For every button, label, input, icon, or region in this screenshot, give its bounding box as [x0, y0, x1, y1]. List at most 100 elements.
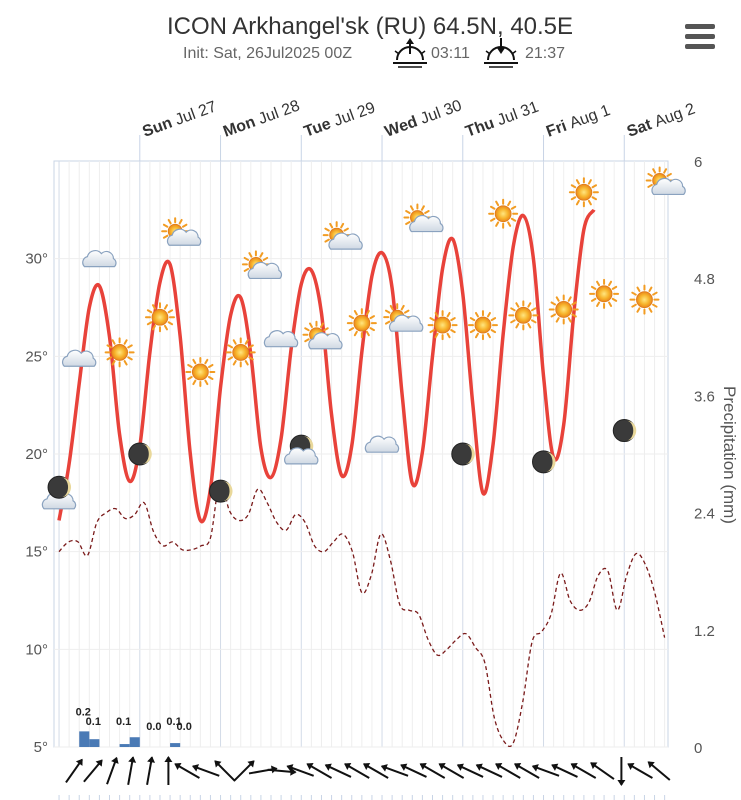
wind-arrow-icon: [475, 763, 503, 778]
day-labels: Sun Jul 27 Mon Jul 28 Tue Jul 29 Wed Jul 30…: [140, 97, 697, 141]
wind-arrow-icon: [65, 758, 83, 784]
sun-cloud-icon: [383, 303, 424, 332]
sun-icon: [589, 278, 620, 309]
sun-cloud-icon: [322, 221, 363, 250]
sun-icon: [568, 177, 599, 208]
dewpoint-line: [58, 480, 666, 747]
precipitation-axis-title: Precipitation (mm): [720, 386, 739, 524]
wind-arrow-icon: [647, 761, 671, 781]
temperature-tick-label: 5°: [34, 739, 48, 756]
moon-icon: [47, 475, 72, 499]
day-name: Mon: [221, 112, 262, 141]
moon-icon: [451, 442, 475, 466]
sun-icon: [488, 198, 519, 229]
day-label: Fri Aug 1: [544, 102, 613, 141]
precipitation-value-label: 0.0: [146, 721, 161, 733]
day-date: Jul 27: [173, 98, 219, 129]
day-label: Wed Jul 30: [383, 97, 465, 141]
wind-arrow-icon: [214, 760, 236, 782]
temperature-tick-label: 15°: [25, 544, 48, 561]
wind-row: [58, 756, 671, 800]
sun-cloud-icon: [241, 250, 283, 280]
wind-arrow-icon: [127, 756, 137, 785]
wind-arrow-icon: [146, 756, 156, 785]
precipitation-labels: 0.20.1 0.1 0.0 0.10.0: [76, 706, 192, 733]
sunset-icon: [484, 38, 518, 68]
sun-icon: [629, 284, 660, 315]
precipitation-value-label: 0.1: [166, 716, 181, 728]
wind-arrow-icon: [570, 763, 597, 779]
moon-icon: [532, 450, 556, 474]
temperature-axis: 5° 10° 15° 20° 25° 30°: [25, 251, 48, 756]
moon-icon: [612, 419, 637, 443]
day-label: Thu Jul 31: [463, 99, 541, 141]
sun-icon: [185, 356, 216, 387]
sun-icon: [508, 300, 539, 331]
wind-arrow-icon: [400, 763, 427, 778]
day-date: Jul 28: [256, 97, 302, 128]
precipitation-bar: [89, 739, 100, 747]
precipitation-tick-label: 4.8: [694, 271, 715, 288]
temperature-line: [57, 208, 596, 524]
weather-icons: [41, 166, 686, 510]
sun-icon: [427, 310, 458, 341]
day-name: Wed: [383, 112, 424, 141]
wind-arrow-icon: [419, 763, 446, 779]
moon-icon: [209, 479, 233, 503]
sun-icon: [467, 310, 498, 341]
wind-arrow-icon: [531, 764, 560, 777]
precipitation-bar: [119, 744, 130, 747]
precipitation-value-label: 0.1: [86, 716, 101, 728]
sun-cloud-icon: [403, 203, 444, 233]
cloud-icon: [82, 250, 117, 268]
day-label: Tue Jul 29: [302, 99, 378, 140]
day-date: Jul 31: [495, 99, 541, 130]
temperature-tick-label: 20°: [25, 446, 48, 463]
wind-arrow-icon: [590, 762, 615, 780]
wind-arrow-icon: [627, 763, 653, 779]
wind-arrow-icon: [164, 756, 173, 785]
wind-arrow-icon: [617, 757, 626, 786]
wind-arrow-icon: [438, 763, 465, 779]
wind-arrow-icon: [495, 763, 521, 779]
day-date: Jul 29: [332, 99, 378, 130]
day-name: Sun: [140, 113, 178, 141]
precipitation-value-label: 0.2: [76, 706, 91, 718]
day-label: Mon Jul 28: [221, 97, 302, 140]
wind-arrow-icon: [286, 764, 314, 777]
precipitation-tick-label: 6: [694, 154, 702, 171]
hamburger-menu-icon[interactable]: [683, 24, 717, 50]
precipitation-tick-label: 2.4: [694, 506, 715, 523]
sun-cloud-icon: [302, 320, 343, 350]
temperature-tick-label: 30°: [25, 251, 48, 268]
precipitation-axis: 0 1.2 2.4 3.6 4.8 6: [694, 154, 715, 757]
sun-cloud-icon: [645, 166, 686, 196]
wind-arrow-icon: [83, 759, 103, 783]
precipitation-bar: [170, 743, 181, 747]
day-date: Aug 2: [652, 100, 697, 130]
sunrise-time: 03:11: [431, 45, 470, 62]
wind-arrow-icon: [456, 763, 484, 778]
temperature-tick-label: 10°: [25, 641, 48, 658]
wind-arrow-icon: [380, 764, 409, 777]
precipitation-tick-label: 0: [694, 740, 702, 757]
day-separators: [139, 135, 625, 161]
precipitation-tick-label: 1.2: [694, 623, 715, 640]
day-label: Sun Jul 27: [140, 98, 219, 140]
cloud-icon: [263, 330, 299, 348]
precipitation-value-label: 0.1: [116, 716, 131, 728]
sun-icon: [104, 337, 135, 368]
precipitation-bar: [79, 731, 90, 747]
chart-title: ICON Arkhangel'sk (RU) 64.5N, 40.5E: [167, 13, 573, 40]
cloud-icon: [364, 435, 400, 453]
sun-icon: [548, 294, 579, 325]
wind-arrow-icon: [514, 763, 540, 779]
sun-cloud-icon: [161, 217, 202, 246]
day-date: Aug 1: [567, 102, 612, 132]
init-label: Init: Sat, 26Jul2025 00Z: [183, 45, 352, 62]
day-label: Sat Aug 2: [625, 100, 698, 140]
sun-icon: [144, 302, 175, 333]
wind-arrow-icon: [106, 756, 119, 785]
temperature-tick-label: 25°: [25, 348, 48, 365]
